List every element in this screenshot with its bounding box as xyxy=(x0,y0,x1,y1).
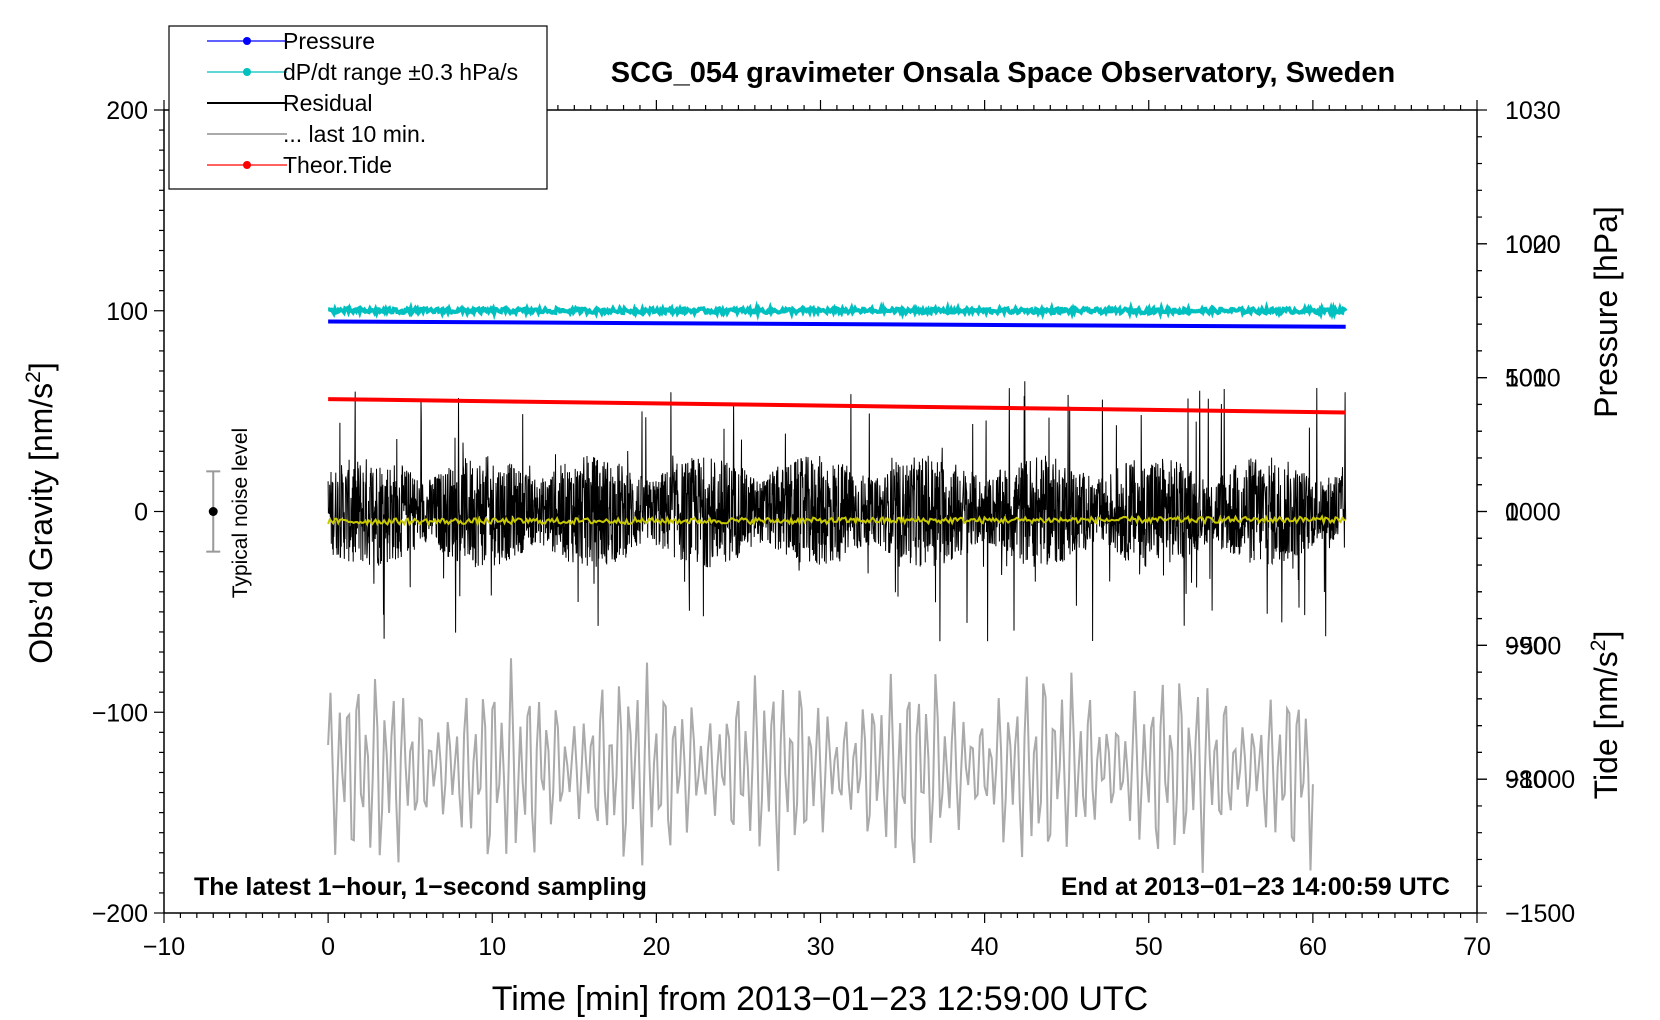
legend-swatch-dot xyxy=(243,37,251,45)
x-tick-label: 30 xyxy=(807,933,835,961)
series-theor-tide xyxy=(328,397,1346,415)
y-axis-label-tide-sup: 2 xyxy=(1587,640,1610,652)
legend-label: Residual xyxy=(283,90,373,116)
x-tick-label: 70 xyxy=(1463,933,1491,961)
y-axis-label-pressure: Pressure [hPa] xyxy=(1588,206,1624,418)
x-tick-label: 20 xyxy=(642,933,670,961)
series-residual-smoothed xyxy=(327,514,1347,528)
annotation-bottom-left: The latest 1−hour, 1−second sampling xyxy=(194,873,647,901)
y-pressure-tick-label: 980 xyxy=(1505,766,1547,794)
y-left-tick-label: 0 xyxy=(134,499,148,527)
chart-title: SCG_054 gravimeter Onsala Space Observat… xyxy=(611,57,1395,89)
x-axis-label: Time [min] from 2013−01−23 12:59:00 UTC xyxy=(492,980,1148,1018)
y-pressure-tick-label: 1030 xyxy=(1505,97,1561,125)
legend-label: Theor.Tide xyxy=(283,152,392,178)
series-dpdt xyxy=(328,300,1348,321)
legend-swatch-dot xyxy=(243,68,251,76)
y-left-tick-label: 200 xyxy=(106,97,148,125)
x-tick-label: 40 xyxy=(971,933,999,961)
y-tide-tick-label: 500 xyxy=(1505,365,1547,393)
y-pressure-tick-label: 1020 xyxy=(1505,231,1561,259)
annotation-bottom-right: End at 2013−01−23 14:00:59 UTC xyxy=(1061,873,1450,901)
y-pressure-tick-label: 990 xyxy=(1505,632,1547,660)
noise-bar-center xyxy=(208,507,218,516)
y-tide-tick-label: −1500 xyxy=(1505,900,1575,928)
x-tick-label: 60 xyxy=(1299,933,1327,961)
x-tick-label: 50 xyxy=(1135,933,1163,961)
y-axis-label-left: Obs’d Gravity [nm/s2] xyxy=(22,362,59,664)
series-last-10-min xyxy=(327,658,1314,873)
y-tide-tick-label: 0 xyxy=(1505,499,1519,527)
x-tick-label: 10 xyxy=(478,933,506,961)
legend: Pressure dP/dt range ±0.3 hPa/s Residual..… xyxy=(168,25,548,190)
legend-label: dP/dt range ±0.3 hPa/s xyxy=(283,59,518,85)
legend-box xyxy=(168,25,548,190)
y-axis-label-tide: Tide [nm/s2] xyxy=(1587,631,1624,800)
x-tick-label: 0 xyxy=(321,933,335,961)
x-tick-label: −10 xyxy=(143,933,185,961)
legend-label: Pressure xyxy=(283,28,375,54)
y-left-tick-label: −100 xyxy=(92,699,148,727)
y-left-tick-label: 100 xyxy=(106,298,148,326)
y-pressure-tick-label: 1000 xyxy=(1505,499,1561,527)
y-tide-tick-label: 1000 xyxy=(1505,231,1561,259)
y-axis-label-left-sup: 2 xyxy=(22,371,45,383)
series-pressure xyxy=(328,319,1346,329)
noise-label: Typical noise level xyxy=(229,428,252,598)
y-pressure-tick-label: 1010 xyxy=(1505,365,1561,393)
legend-label: ... last 10 min. xyxy=(283,121,426,147)
y-tide-tick-label: −1000 xyxy=(1505,766,1575,794)
y-tide-tick-label: −500 xyxy=(1505,632,1561,660)
legend-swatch-dot xyxy=(243,161,251,169)
y-left-tick-label: −200 xyxy=(92,900,148,928)
series-residual xyxy=(327,381,1347,642)
